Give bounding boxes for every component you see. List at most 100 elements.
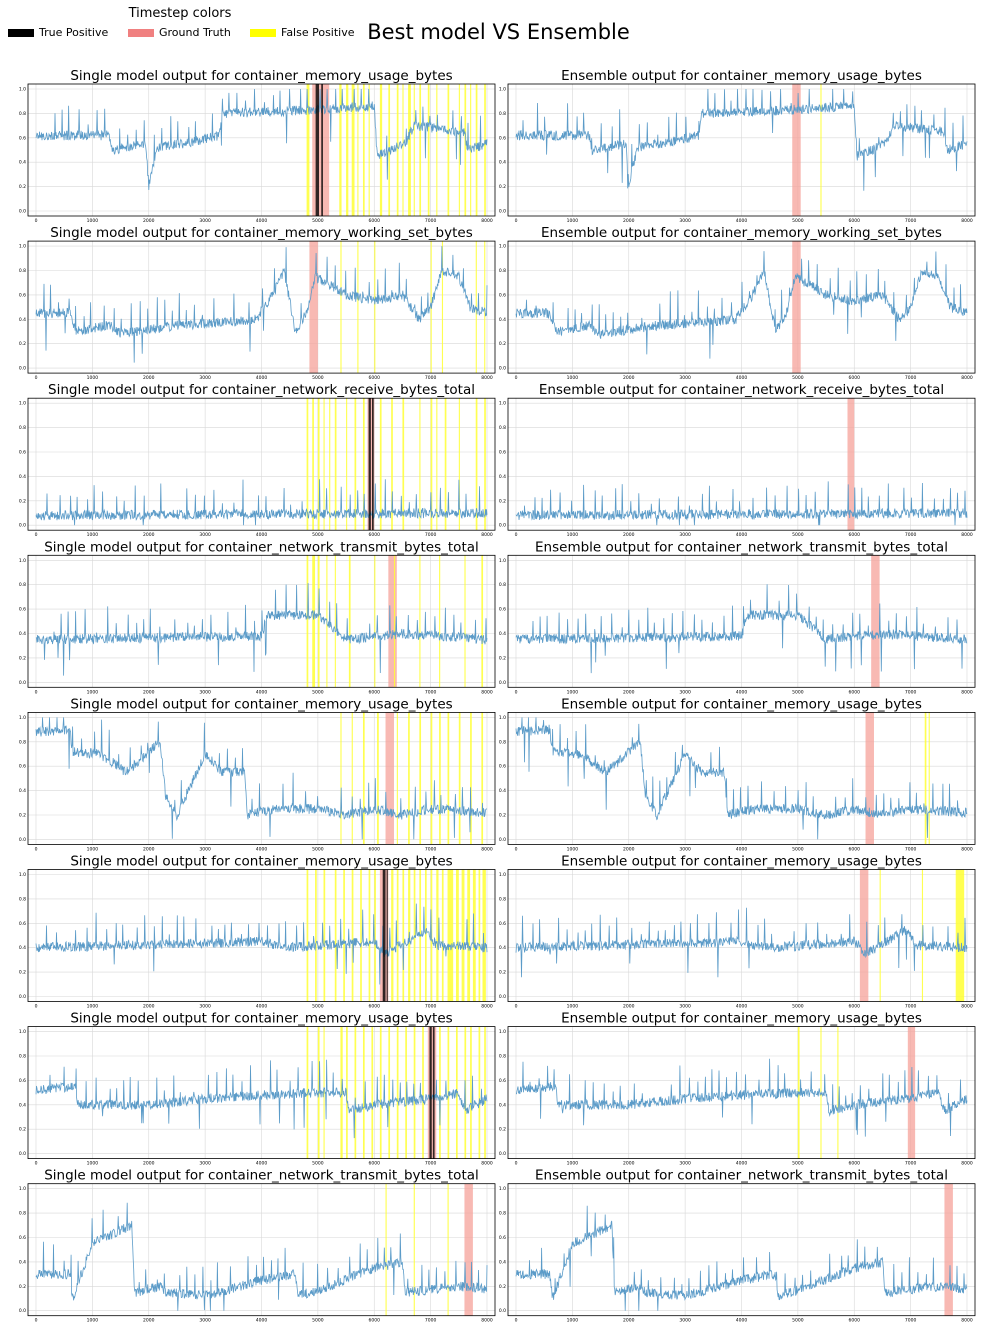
x-tick-label: 4000 <box>256 218 268 224</box>
y-tick-label: 1.0 <box>499 872 506 878</box>
true-positive-band <box>429 1026 432 1159</box>
x-tick-label: 4000 <box>256 1318 268 1324</box>
legend-swatch-ground-truth <box>128 29 154 37</box>
x-tick-label: 3000 <box>679 218 691 224</box>
x-tick-label: 2000 <box>623 1004 635 1010</box>
x-tick-label: 8000 <box>481 846 493 852</box>
plot-frame <box>27 397 496 531</box>
false-positive-band <box>306 84 310 216</box>
y-tick-label: 0.2 <box>499 813 506 819</box>
x-tick-label: 7000 <box>905 689 917 695</box>
x-tick-label: 6000 <box>369 218 381 224</box>
false-positive-band <box>441 241 444 374</box>
chart-panel: Ensemble output for container_network_re… <box>499 382 976 538</box>
false-positive-band <box>391 869 394 1002</box>
y-tick-label: 0.0 <box>19 680 26 686</box>
series-line <box>515 907 968 978</box>
ground-truth-band <box>865 712 874 845</box>
false-positive-band <box>458 398 460 531</box>
y-tick-label: 0.0 <box>19 366 26 372</box>
y-tick-label: 0.4 <box>19 788 26 794</box>
x-tick-label: 4000 <box>736 375 748 381</box>
panel-title: Ensemble output for container_memory_usa… <box>561 68 922 84</box>
series-line <box>515 88 968 191</box>
legend-label-false-positive: False Positive <box>281 26 355 39</box>
x-tick-label: 2000 <box>143 846 155 852</box>
y-tick-label: 0.8 <box>19 268 26 274</box>
legend-label-ground-truth: Ground Truth <box>159 26 231 39</box>
false-positive-band <box>422 1026 424 1159</box>
false-positive-band <box>377 712 379 845</box>
false-positive-band <box>351 84 355 216</box>
y-tick-label: 0.2 <box>499 184 506 190</box>
y-tick-label: 0.6 <box>19 607 26 613</box>
panel-title: Single model output for container_memory… <box>70 68 452 84</box>
x-tick-label: 1000 <box>567 1318 579 1324</box>
false-positive-band <box>924 712 927 845</box>
false-positive-band <box>820 84 822 216</box>
false-positive-band <box>413 84 415 216</box>
x-tick-label: 7000 <box>905 846 917 852</box>
false-positive-band <box>430 398 433 531</box>
chart-panel: Ensemble output for container_memory_wor… <box>499 225 976 381</box>
legend-item-ground-truth: Ground Truth <box>128 26 231 39</box>
y-tick-label: 0.8 <box>499 1054 506 1060</box>
false-positive-band <box>484 84 486 216</box>
false-positive-band <box>371 1026 374 1159</box>
false-positive-band <box>447 869 454 1002</box>
x-tick-label: 0 <box>35 532 38 538</box>
false-positive-band <box>334 869 337 1002</box>
false-positive-band <box>475 398 478 531</box>
legend-swatch-false-positive <box>250 29 276 37</box>
panel-title: Ensemble output for container_network_re… <box>539 382 944 398</box>
y-tick-label: 0.0 <box>19 523 26 529</box>
false-positive-band <box>458 712 461 845</box>
y-tick-label: 0.2 <box>19 970 26 976</box>
y-tick-label: 0.0 <box>19 1151 26 1157</box>
x-tick-label: 8000 <box>961 218 973 224</box>
x-tick-label: 8000 <box>961 1004 973 1010</box>
x-tick-label: 5000 <box>792 375 804 381</box>
false-positive-band <box>317 555 320 688</box>
x-tick-label: 3000 <box>679 532 691 538</box>
chart-panel: Ensemble output for container_memory_usa… <box>499 854 976 1010</box>
x-tick-label: 2000 <box>143 375 155 381</box>
y-tick-label: 1.0 <box>499 558 506 564</box>
figure-title: Best model VS Ensemble <box>367 20 630 44</box>
x-tick-label: 5000 <box>792 846 804 852</box>
y-tick-label: 1.0 <box>499 87 506 93</box>
false-positive-band <box>393 555 396 688</box>
y-tick-label: 0.2 <box>499 1284 506 1290</box>
false-positive-band <box>430 712 433 845</box>
x-tick-label: 1000 <box>87 1004 99 1010</box>
chart-panel: Ensemble output for container_memory_usa… <box>499 1011 976 1167</box>
y-tick-label: 0.4 <box>19 1102 26 1108</box>
y-tick-label: 0.8 <box>499 896 506 902</box>
chart-panel: Single model output for container_networ… <box>19 1168 496 1324</box>
plot-frame <box>27 869 496 1002</box>
false-positive-band <box>357 84 359 216</box>
false-positive-band <box>306 398 309 531</box>
true-positive-band <box>382 869 386 1002</box>
true-positive-band <box>321 84 323 216</box>
false-positive-band <box>312 398 314 531</box>
true-positive-band <box>386 869 388 1002</box>
plot-frame <box>507 397 976 531</box>
chart-panel: Ensemble output for container_network_tr… <box>499 1168 976 1324</box>
y-tick-label: 0.2 <box>499 341 506 347</box>
x-tick-label: 8000 <box>961 1161 973 1167</box>
panel-title: Single model output for container_memory… <box>70 696 452 712</box>
false-positive-band <box>329 398 331 531</box>
false-positive-band <box>315 869 317 1002</box>
false-positive-band <box>464 555 466 688</box>
x-tick-label: 8000 <box>961 689 973 695</box>
false-positive-band <box>424 869 427 1002</box>
plot-frame <box>27 712 496 845</box>
y-tick-label: 0.8 <box>499 1211 506 1217</box>
false-positive-band <box>955 869 965 1002</box>
series-line <box>35 717 488 840</box>
ground-truth-band <box>792 241 801 374</box>
chart-panel: Single model output for container_networ… <box>19 539 496 695</box>
x-tick-label: 4000 <box>256 689 268 695</box>
x-tick-label: 3000 <box>679 846 691 852</box>
